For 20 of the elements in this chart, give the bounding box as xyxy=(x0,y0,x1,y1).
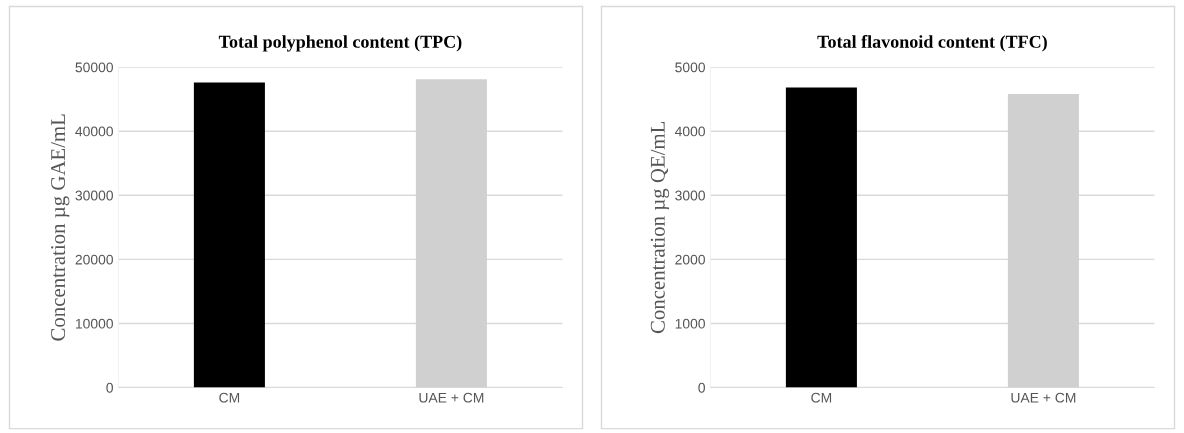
x-tick-label: CM xyxy=(219,392,240,403)
y-tick-label: 30000 xyxy=(75,190,113,201)
x-tick-label: CM xyxy=(811,392,832,403)
y-tick-label: 5000 xyxy=(675,62,705,73)
y-tick-label: 0 xyxy=(106,382,113,393)
y-tick-label: 3000 xyxy=(675,190,705,201)
y-axis-title: Concentration µg GAE/mL xyxy=(51,114,70,341)
x-tick-label: UAE + CM xyxy=(419,392,484,403)
y-tick-label: 40000 xyxy=(75,126,113,137)
y-tick-label: 0 xyxy=(698,382,705,393)
y-tick-label: 2000 xyxy=(675,254,705,265)
y-tick-label: 20000 xyxy=(75,254,113,265)
chart-title: Total flavonoid content (TFC) xyxy=(817,34,1047,52)
y-axis-title: Concentration µg QE/mL xyxy=(650,121,670,334)
x-tick-label: UAE + CM xyxy=(1011,392,1076,403)
y-tick-label: 4000 xyxy=(674,126,705,137)
y-tick-label: 10000 xyxy=(75,318,113,329)
y-tick-label: 50000 xyxy=(75,62,113,73)
y-tick-label: 1000 xyxy=(675,318,705,329)
chart-title: Total polyphenol content (TPC) xyxy=(218,35,462,52)
